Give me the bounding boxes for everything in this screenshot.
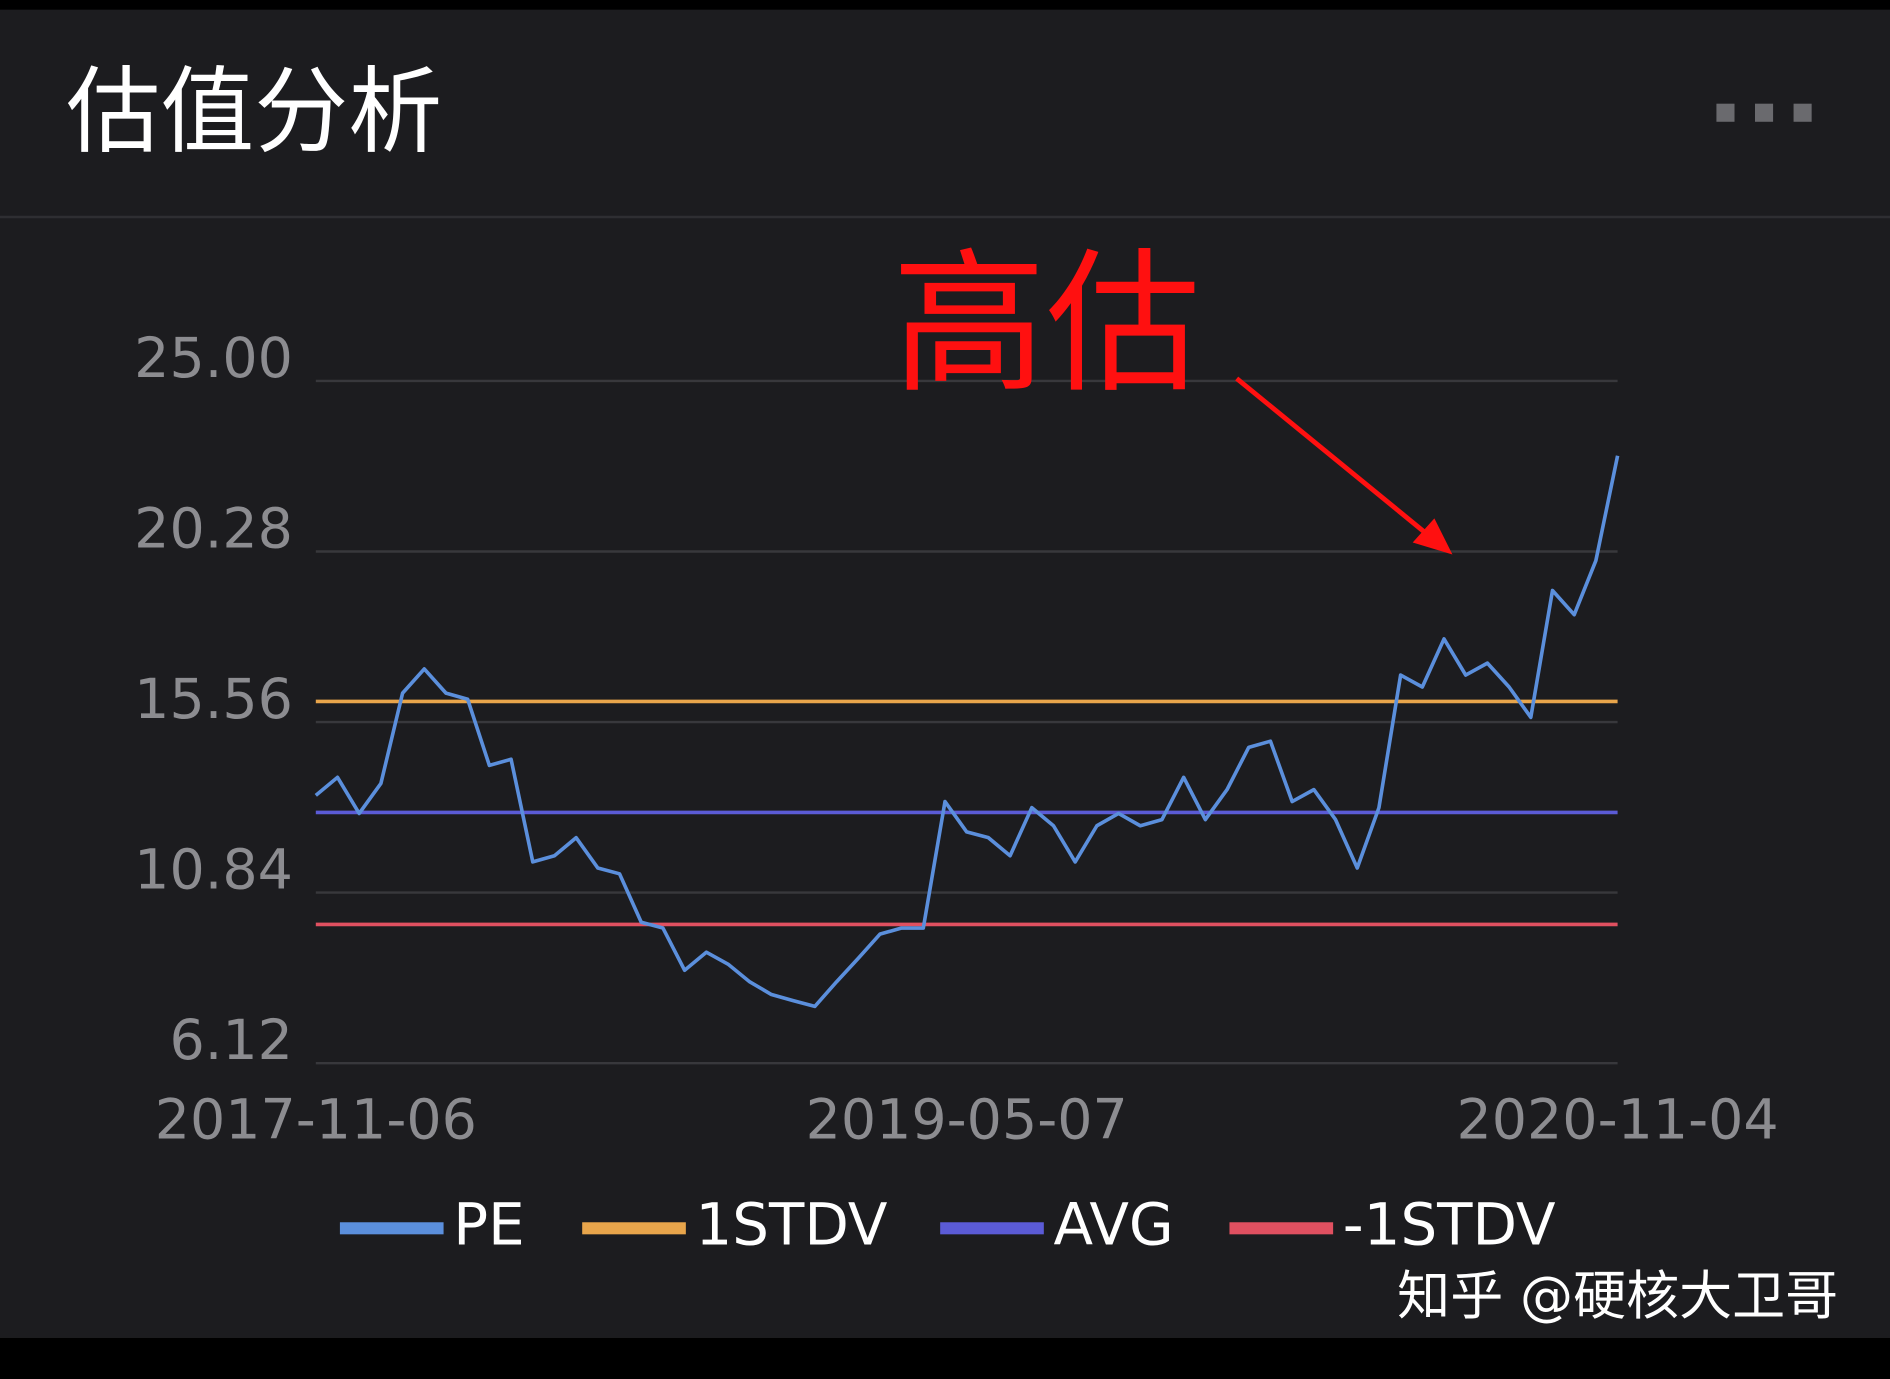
x-tick-label: 2017-11-06 [155, 1089, 477, 1153]
legend-label: PE [453, 1190, 524, 1258]
page-title: 估值分析 [66, 58, 442, 167]
y-tick-label: 15.56 [134, 668, 293, 732]
annotation: 高估 [892, 236, 1201, 415]
y-tick-label: 20.28 [134, 497, 293, 561]
y-tick-label: 25.00 [134, 327, 293, 391]
legend-label: AVG [1053, 1190, 1173, 1258]
more-menu[interactable] [1716, 103, 1812, 122]
watermark: 知乎 @硬核大卫哥 [1397, 1265, 1838, 1327]
series-line [314, 455, 1620, 1009]
y-tick-label: 10.84 [134, 838, 293, 902]
legend-label: 1STDV [695, 1190, 887, 1258]
legend-swatch [339, 1222, 444, 1235]
chart: 6.12 10.84 15.56 20.28 25.00 2017-11-06 2019-0… [134, 327, 1778, 1259]
menu-dot [1793, 103, 1812, 122]
legend-label: -1STDV [1343, 1190, 1556, 1258]
legend-swatch [940, 1222, 1044, 1235]
x-tick-label: 2020-11-04 [1456, 1089, 1778, 1153]
menu-dot [1755, 103, 1774, 122]
x-tick-label: 2019-05-07 [806, 1089, 1128, 1153]
card [0, 9, 1890, 1338]
menu-dot [1716, 103, 1735, 122]
legend-swatch [1229, 1222, 1334, 1235]
arrow-head [1412, 518, 1453, 555]
legend-swatch [582, 1222, 686, 1235]
annotation-arrow [1235, 376, 1430, 538]
y-tick-label: 6.12 [169, 1009, 292, 1073]
